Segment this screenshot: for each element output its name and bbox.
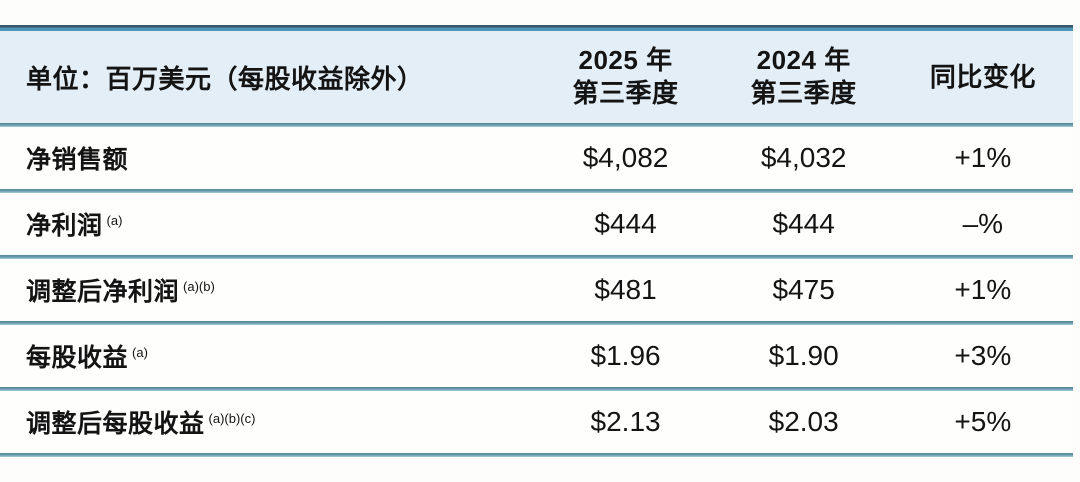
row-label: 调整后每股收益 (a)(b)(c) [0, 404, 537, 440]
footnote-marker: (a) [132, 345, 148, 360]
column-header-line: 第三季度 [572, 78, 679, 108]
table-bottom-border [0, 453, 1073, 457]
column-header-q3-2025: 2025 年 第三季度 [537, 44, 715, 110]
row-label-text: 调整后净利润 [26, 278, 180, 306]
row-label-text: 每股收益 [26, 344, 129, 372]
value-q3-2024: $2.03 [768, 406, 839, 437]
value-q3-2025: $2.13 [590, 406, 661, 437]
row-label: 每股收益 (a) [0, 338, 537, 374]
row-label: 净销售额 [0, 140, 537, 176]
row-separator [0, 387, 1073, 391]
value-q3-2024: $1.90 [768, 340, 839, 371]
table-header-row: 单位：百万美元（每股收益除外） 2025 年 第三季度 2024 年 第三季度 … [0, 31, 1073, 123]
value-yoy-change: +1% [954, 274, 1012, 305]
financial-summary-table: 单位：百万美元（每股收益除外） 2025 年 第三季度 2024 年 第三季度 … [0, 25, 1073, 457]
column-header-yoy-change: 同比变化 [893, 61, 1073, 94]
row-label: 调整后净利润 (a)(b) [0, 272, 537, 308]
column-header-line: 2024 年 [756, 45, 851, 75]
footnote-marker: (a)(b)(c) [208, 411, 256, 426]
unit-label: 单位：百万美元（每股收益除外） [26, 63, 424, 94]
row-label-text: 净销售额 [26, 146, 129, 174]
table-row-net-sales: 净销售额 $4,082 $4,032 +1% [0, 127, 1073, 189]
value-q3-2024: $444 [772, 208, 835, 239]
row-label-text: 调整后每股收益 [26, 410, 205, 438]
value-q3-2025: $481 [594, 274, 657, 305]
table-row-eps: 每股收益 (a) $1.96 $1.90 +3% [0, 325, 1073, 387]
row-separator [0, 255, 1073, 259]
value-q3-2024: $475 [772, 274, 835, 305]
table-row-net-income: 净利润 (a) $444 $444 –% [0, 193, 1073, 255]
value-yoy-change: +5% [954, 406, 1012, 437]
row-separator [0, 123, 1073, 127]
column-header-line: 同比变化 [929, 61, 1036, 92]
row-label-text: 净利润 [26, 212, 103, 240]
column-header-q3-2024: 2024 年 第三季度 [715, 44, 893, 110]
value-q3-2025: $444 [594, 208, 657, 239]
column-header-line: 第三季度 [750, 78, 857, 108]
footnote-marker: (a) [106, 213, 123, 228]
table-top-border [0, 25, 1073, 31]
row-label: 净利润 (a) [0, 206, 537, 242]
value-q3-2024: $4,032 [760, 142, 847, 173]
value-yoy-change: +3% [954, 340, 1012, 371]
value-yoy-change: +1% [954, 142, 1012, 173]
table-row-adjusted-net-income: 调整后净利润 (a)(b) $481 $475 +1% [0, 259, 1073, 321]
value-q3-2025: $4,082 [582, 142, 669, 173]
value-q3-2025: $1.96 [590, 340, 661, 371]
row-separator [0, 321, 1073, 325]
row-separator [0, 189, 1073, 193]
footnote-marker: (a)(b) [183, 279, 215, 294]
table-row-adjusted-eps: 调整后每股收益 (a)(b)(c) $2.13 $2.03 +5% [0, 391, 1073, 453]
column-header-line: 2025 年 [578, 45, 673, 75]
value-yoy-change: –% [962, 208, 1004, 239]
